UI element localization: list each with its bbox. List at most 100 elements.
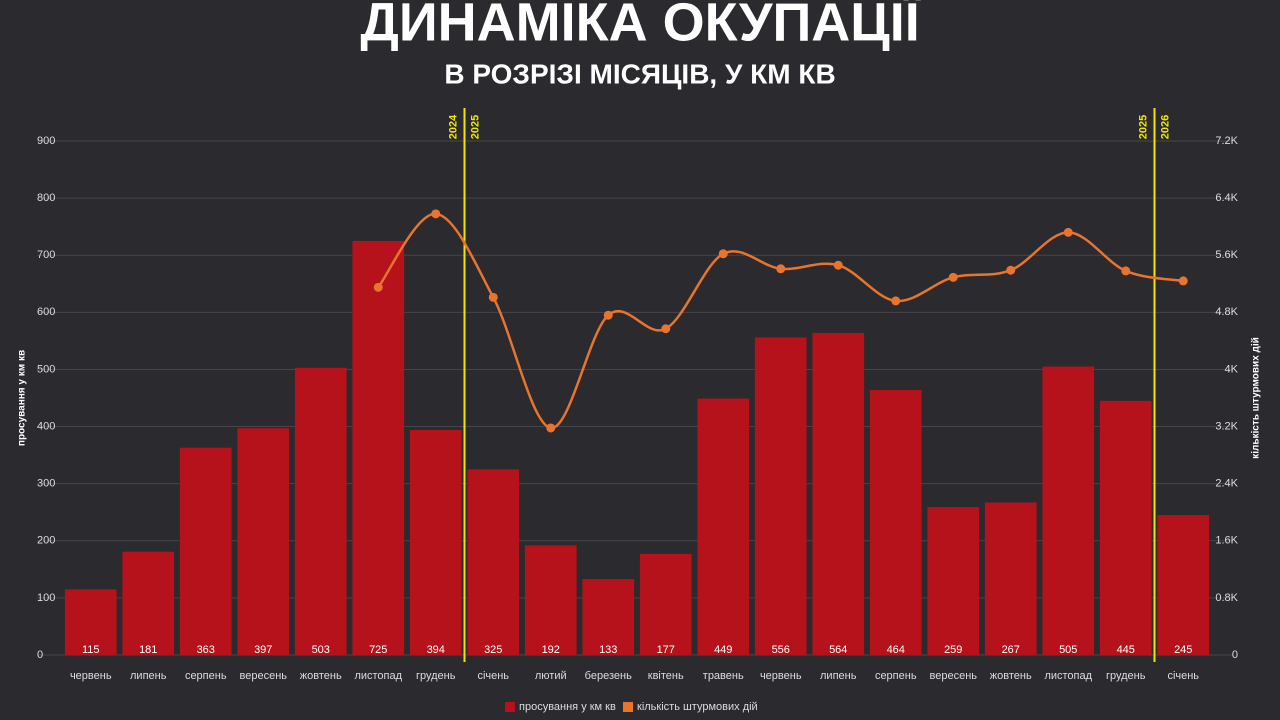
bar-value-label: 505 xyxy=(1059,644,1077,656)
bar-value-label: 192 xyxy=(542,644,560,656)
bar-value-label: 397 xyxy=(254,644,272,656)
y-axis-label: просування у км кв xyxy=(17,350,28,446)
y2-tick-label: 4K xyxy=(1225,363,1239,375)
bar-value-label: 449 xyxy=(714,644,732,656)
x-tick-label: червень xyxy=(760,670,802,682)
line xyxy=(377,212,1184,430)
bar-value-label: 556 xyxy=(772,644,790,656)
bar xyxy=(294,367,347,655)
bar xyxy=(1099,400,1152,655)
line-point xyxy=(488,292,498,302)
bar-value-label: 564 xyxy=(829,644,847,656)
line-point xyxy=(546,423,556,433)
legend-swatch xyxy=(505,702,515,712)
bar xyxy=(1157,515,1210,655)
bar-value-label: 245 xyxy=(1174,644,1192,656)
bar-value-label: 464 xyxy=(887,644,905,656)
bar-value-label: 181 xyxy=(139,644,157,656)
bar xyxy=(697,398,750,655)
bar-value-label: 115 xyxy=(82,644,100,656)
line-point xyxy=(833,260,843,270)
bar xyxy=(984,502,1037,655)
legend-swatch xyxy=(623,702,633,712)
x-tick-label: серпень xyxy=(875,670,917,682)
line-point xyxy=(1178,276,1188,286)
bar-value-label: 445 xyxy=(1117,644,1135,656)
bar xyxy=(352,240,405,655)
y2-tick-label: 5.6K xyxy=(1215,249,1238,261)
bar xyxy=(524,545,577,655)
x-tick-label: жовтень xyxy=(990,670,1032,682)
bar-value-label: 325 xyxy=(484,644,502,656)
bar xyxy=(582,579,635,655)
line-point xyxy=(1006,265,1016,275)
y2-tick-label: 2.4K xyxy=(1215,478,1238,490)
x-tick-label: липень xyxy=(820,670,857,682)
bar xyxy=(639,553,692,655)
y-tick-label: 100 xyxy=(37,592,55,604)
y2-axis-label: кількість штурмових дій xyxy=(1251,337,1262,459)
legend-label: кількість штурмових дій xyxy=(637,701,758,713)
x-tick-label: вересень xyxy=(240,670,288,682)
bar-value-label: 267 xyxy=(1002,644,1020,656)
x-tick-label: серпень xyxy=(185,670,227,682)
bar-value-label: 259 xyxy=(944,644,962,656)
bar xyxy=(409,429,462,655)
x-tick-label: січень xyxy=(477,670,509,682)
bar xyxy=(754,337,807,655)
bar-value-label: 503 xyxy=(312,644,330,656)
legend-label: просування у км кв xyxy=(519,701,616,713)
y-tick-label: 800 xyxy=(37,192,55,204)
x-tick-label: грудень xyxy=(1106,670,1146,682)
line-point xyxy=(1063,227,1073,237)
bar xyxy=(237,428,290,655)
x-tick-label: травень xyxy=(703,670,744,682)
x-tick-label: липень xyxy=(130,670,167,682)
x-tick-label: лютий xyxy=(535,670,567,682)
y2-tick-label: 4.8K xyxy=(1215,306,1238,318)
x-tick-label: червень xyxy=(70,670,112,682)
bar xyxy=(467,469,520,655)
line-point xyxy=(661,324,671,334)
x-tick-label: листопад xyxy=(354,670,402,682)
y-tick-label: 600 xyxy=(37,306,55,318)
year-marker-label: 2025 xyxy=(1137,115,1149,139)
x-tick-label: квітень xyxy=(648,670,684,682)
x-tick-label: січень xyxy=(1167,670,1199,682)
bar xyxy=(179,447,232,655)
y-tick-label: 0 xyxy=(37,649,43,661)
y-tick-label: 400 xyxy=(37,420,55,432)
y2-tick-label: 1.6K xyxy=(1215,535,1238,547)
y2-tick-label: 0.8K xyxy=(1215,592,1238,604)
chart-subtitle: В РОЗРІЗІ МІСЯЦІВ, У КМ КВ xyxy=(444,58,835,89)
x-tick-label: вересень xyxy=(930,670,978,682)
year-marker-label: 2025 xyxy=(469,115,481,139)
line-point xyxy=(718,249,728,259)
x-tick-label: листопад xyxy=(1044,670,1092,682)
line-point xyxy=(948,272,958,282)
y2-tick-label: 6.4K xyxy=(1215,192,1238,204)
year-marker-label: 2026 xyxy=(1159,115,1171,139)
y2-tick-label: 0 xyxy=(1232,649,1238,661)
line-point xyxy=(1121,266,1131,276)
bar-value-label: 133 xyxy=(599,644,617,656)
chart-title: ДИНАМІКА ОКУПАЦІЇ xyxy=(360,0,921,52)
x-tick-label: березень xyxy=(585,670,632,682)
y2-tick-label: 3.2K xyxy=(1215,420,1238,432)
bar xyxy=(1042,366,1095,655)
x-tick-label: грудень xyxy=(416,670,456,682)
bar xyxy=(122,551,175,655)
line-point xyxy=(603,310,613,320)
year-marker-label: 2024 xyxy=(447,114,459,139)
bar-value-label: 725 xyxy=(369,644,387,656)
bar xyxy=(927,507,980,655)
bar xyxy=(812,332,865,655)
bar-value-label: 177 xyxy=(657,644,675,656)
y-tick-label: 700 xyxy=(37,249,55,261)
bar xyxy=(64,589,117,655)
line-point xyxy=(431,209,441,219)
x-tick-label: жовтень xyxy=(300,670,342,682)
y-tick-label: 200 xyxy=(37,535,55,547)
y-tick-label: 900 xyxy=(37,135,55,147)
line-point xyxy=(373,282,383,292)
